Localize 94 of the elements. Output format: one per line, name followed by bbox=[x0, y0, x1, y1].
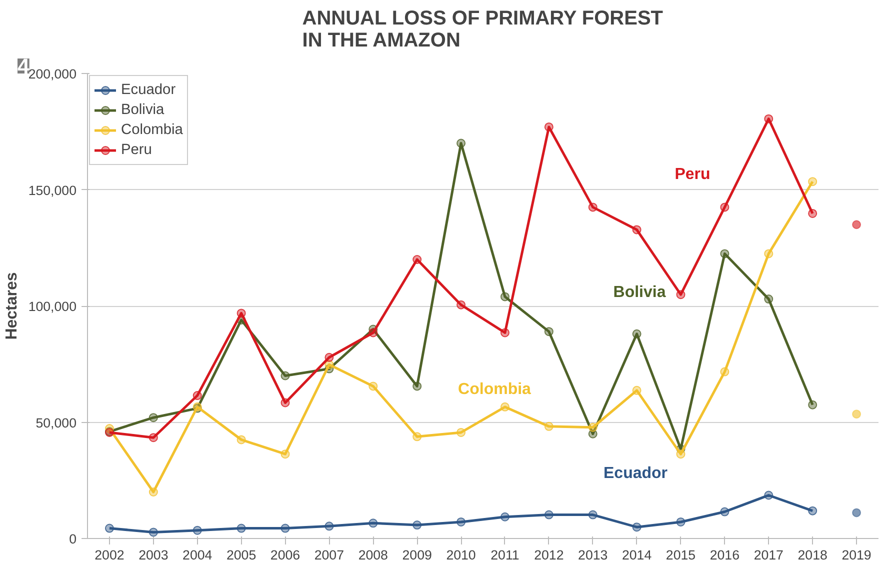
point bbox=[764, 249, 774, 258]
point bbox=[808, 400, 818, 410]
point bbox=[676, 290, 686, 300]
point bbox=[412, 255, 422, 264]
point bbox=[500, 328, 510, 338]
point bbox=[412, 432, 422, 442]
annotation: Ecuador bbox=[603, 465, 668, 482]
point bbox=[192, 391, 202, 400]
point bbox=[852, 508, 862, 518]
point bbox=[324, 522, 334, 531]
point bbox=[500, 292, 510, 302]
x-tick-label: 2011 bbox=[490, 548, 520, 562]
x-tick-label: 2013 bbox=[578, 548, 608, 562]
point bbox=[456, 300, 466, 310]
point bbox=[852, 410, 862, 419]
point bbox=[280, 371, 290, 380]
point bbox=[852, 220, 862, 230]
point bbox=[280, 524, 290, 533]
point bbox=[236, 435, 246, 444]
x-tick-label: 2015 bbox=[666, 548, 696, 562]
point bbox=[632, 522, 642, 532]
x-tick-label: 2018 bbox=[798, 548, 828, 562]
point bbox=[808, 208, 818, 218]
legend-label: Colombia bbox=[121, 122, 183, 138]
point bbox=[324, 352, 334, 362]
point bbox=[676, 518, 686, 526]
point bbox=[632, 386, 642, 395]
x-tick-label: 2004 bbox=[182, 548, 213, 562]
point bbox=[544, 327, 554, 336]
x-tick-label: 2012 bbox=[534, 548, 564, 562]
point bbox=[500, 512, 510, 522]
y-tick-label: 200,000 bbox=[28, 66, 77, 82]
point bbox=[588, 422, 598, 432]
legend-label: Bolivia bbox=[121, 102, 164, 118]
point bbox=[148, 413, 158, 422]
point bbox=[368, 328, 378, 338]
y-tick-label: 100,000 bbox=[28, 299, 77, 314]
x-tick-label: 2005 bbox=[226, 548, 256, 562]
x-tick-label: 2008 bbox=[358, 548, 388, 562]
point bbox=[148, 433, 158, 442]
point bbox=[544, 422, 554, 431]
x-tick-label: 2014 bbox=[622, 548, 652, 562]
point bbox=[764, 490, 774, 500]
point bbox=[192, 526, 202, 535]
point bbox=[368, 382, 378, 391]
point bbox=[412, 382, 422, 391]
point bbox=[632, 225, 642, 234]
point bbox=[808, 177, 818, 186]
y-axis-title: Hectares bbox=[3, 272, 20, 340]
point bbox=[456, 518, 466, 526]
point bbox=[676, 450, 686, 459]
point bbox=[632, 329, 642, 338]
x-tick-label: 2003 bbox=[138, 548, 168, 562]
point bbox=[764, 294, 774, 304]
point bbox=[500, 402, 510, 412]
point bbox=[764, 114, 774, 124]
x-tick-label: 2010 bbox=[446, 548, 476, 562]
x-tick-label: 2019 bbox=[842, 548, 872, 562]
point bbox=[588, 202, 598, 212]
y-tick-label: 0 bbox=[69, 532, 77, 546]
point bbox=[456, 428, 466, 437]
point bbox=[368, 518, 378, 528]
point bbox=[236, 308, 246, 318]
point bbox=[544, 122, 554, 132]
x-tick-label: 2017 bbox=[754, 548, 784, 562]
chart-title: ANNUAL LOSS OF PRIMARY FOREST IN THE AMAZON bbox=[302, 8, 664, 52]
point bbox=[412, 520, 422, 530]
point bbox=[236, 524, 246, 533]
x-tick-label: 2002 bbox=[94, 548, 124, 562]
point bbox=[544, 510, 554, 520]
point bbox=[280, 398, 290, 408]
point bbox=[720, 367, 730, 376]
x-tick-label: 2006 bbox=[270, 548, 300, 562]
point bbox=[720, 507, 730, 516]
x-tick-label: 2009 bbox=[402, 548, 432, 562]
point bbox=[148, 488, 158, 496]
x-tick-label: 2016 bbox=[710, 548, 740, 562]
point bbox=[720, 249, 730, 258]
annotation: Peru bbox=[674, 166, 710, 183]
legend-label: Peru bbox=[121, 142, 152, 158]
point bbox=[588, 510, 598, 520]
point bbox=[148, 528, 158, 537]
point bbox=[808, 506, 818, 516]
x-tick-label: 2007 bbox=[314, 548, 344, 562]
point bbox=[280, 450, 290, 459]
legend-label: Ecuador bbox=[121, 82, 176, 98]
annotation: Colombia bbox=[458, 381, 532, 398]
point bbox=[720, 202, 730, 212]
annotation: Bolivia bbox=[613, 284, 666, 301]
y-tick-label: 50,000 bbox=[36, 415, 76, 430]
point bbox=[104, 524, 114, 533]
y-tick-label: 150,000 bbox=[28, 182, 77, 198]
text: 4 bbox=[18, 54, 30, 78]
point bbox=[456, 138, 466, 148]
